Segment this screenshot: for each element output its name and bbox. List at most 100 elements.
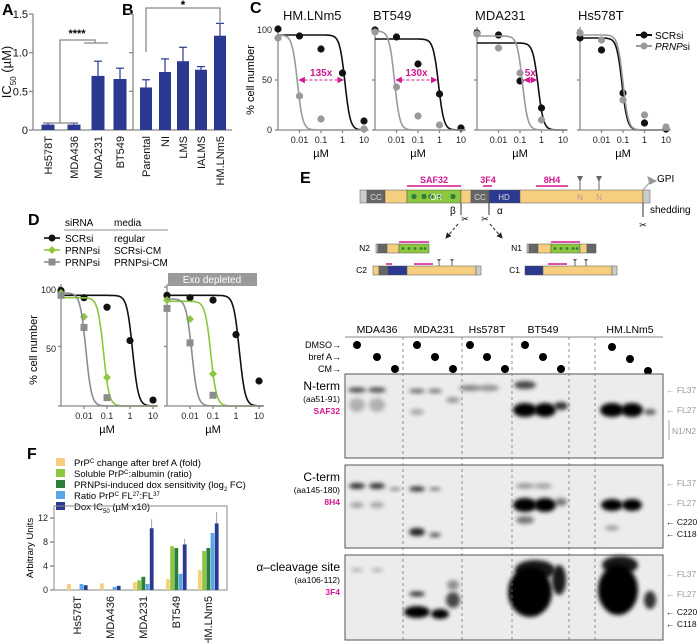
panel-label-d: D — [28, 212, 40, 229]
protein-band — [622, 499, 642, 511]
significance-label: * — [181, 0, 186, 12]
bar — [133, 582, 137, 590]
c1-label: C1 — [509, 265, 520, 275]
fit-curve — [61, 296, 158, 407]
fit-curve — [167, 300, 264, 407]
data-point — [295, 32, 304, 40]
beta-arrow — [445, 223, 459, 239]
legend-marker — [48, 246, 56, 254]
data-point — [435, 121, 444, 129]
treatment-dot — [483, 353, 491, 361]
data-point — [597, 36, 606, 44]
bar — [100, 583, 104, 590]
y-tick-label: 4 — [43, 561, 48, 571]
protein-band — [601, 499, 623, 511]
legend-marker — [48, 234, 56, 242]
blot-antibody: SAF32 — [314, 406, 341, 416]
legend-media: PRNPsi-CM — [114, 258, 168, 269]
protein-band — [404, 606, 430, 618]
significance-bracket — [145, 7, 221, 52]
domain — [375, 243, 379, 254]
x-tick-label: 0.1 — [207, 411, 220, 421]
y-tick-label: 50 — [46, 344, 56, 354]
scissors-icon: ✂ — [461, 214, 469, 224]
legend-label: Ratio PrPC FL27:FL37 — [74, 491, 160, 502]
category-label: BT549 — [171, 596, 183, 628]
fold-change-label: 135x — [310, 68, 333, 79]
x-tick-label: 10 — [148, 411, 158, 421]
legend-text-part: :albumin (ratio) — [129, 469, 192, 480]
data-point — [392, 33, 401, 41]
y-axis-label: % cell number — [245, 45, 257, 115]
treatment-dot — [431, 353, 439, 361]
data-point — [576, 34, 584, 42]
octarepeat-dot — [436, 193, 442, 200]
protein-band — [514, 381, 536, 389]
bar — [195, 69, 207, 130]
plot-title: HM.LNm5 — [283, 8, 342, 23]
fit-curve — [375, 38, 466, 131]
domain — [475, 265, 482, 276]
treatment-dot — [644, 367, 652, 375]
data-point — [317, 115, 325, 123]
data-point — [103, 373, 111, 382]
protein-band — [369, 483, 385, 489]
x-tick-label: 1 — [127, 411, 132, 421]
x-axis-label: µM — [410, 148, 426, 160]
legend-label: Soluble PrPC:albumin (ratio) — [74, 469, 192, 480]
glycan-label: N — [596, 193, 602, 202]
glycan-icon — [577, 176, 583, 182]
y-tick-label: 0 — [267, 125, 272, 135]
protein-band — [479, 385, 499, 391]
beta-label: β — [450, 206, 456, 217]
data-point — [494, 31, 503, 39]
bar — [83, 585, 88, 590]
size-marker: ← C118 — [666, 619, 697, 629]
x-tick-label: 1 — [539, 135, 544, 145]
data-point — [209, 296, 217, 304]
protein-band — [600, 403, 624, 417]
data-point — [619, 89, 627, 97]
legend-text-part: Dox IC — [74, 502, 103, 513]
bar — [79, 584, 84, 590]
protein-band — [370, 502, 384, 508]
treatment-dot — [413, 341, 421, 349]
treatment-dot — [391, 365, 399, 373]
bar — [91, 75, 105, 130]
x-tick-label: 0.1 — [617, 135, 630, 145]
bar — [170, 546, 174, 590]
legend-marker — [48, 258, 56, 266]
bar — [67, 124, 81, 130]
protein-band — [371, 568, 383, 572]
end-cap — [359, 189, 368, 204]
domain — [377, 243, 388, 254]
protein-band — [349, 483, 365, 489]
bar — [206, 548, 211, 590]
x-tick-label: 1 — [642, 135, 647, 145]
y-tick-label: 0 — [43, 585, 48, 595]
legend-header-media: media — [114, 218, 142, 229]
data-point — [186, 294, 194, 302]
blot-range: (aa51-91) — [303, 394, 340, 404]
fragments: N2 C2 N1 C1 — [356, 241, 618, 276]
dose-response-plot-bt549: BT549 0.01 0.1 1 10 µM 130x — [371, 8, 466, 160]
panel-f-chart: PrPC change after bref A (fold)Soluble P… — [25, 458, 246, 643]
protein-band — [555, 498, 567, 506]
blot-range: (aa145-180) — [294, 485, 340, 495]
protein-band — [602, 556, 638, 574]
hd-label: HD — [498, 193, 510, 202]
y-tick-label: 100 — [41, 285, 56, 295]
data-point — [274, 25, 282, 33]
data-point — [576, 29, 584, 37]
fold-change-label: 5x — [525, 68, 537, 79]
panel-a-ylabel: IC50 (µM) — [0, 46, 18, 99]
glycan-label: N — [577, 193, 583, 202]
protein-band — [534, 483, 552, 489]
y-axis-label: % cell number — [28, 315, 40, 385]
legend-text-part: C — [90, 459, 95, 465]
legend-swatch — [56, 469, 65, 477]
bar — [166, 579, 170, 590]
alpha-arrow — [489, 223, 503, 239]
x-tick-label: 10 — [359, 135, 369, 145]
